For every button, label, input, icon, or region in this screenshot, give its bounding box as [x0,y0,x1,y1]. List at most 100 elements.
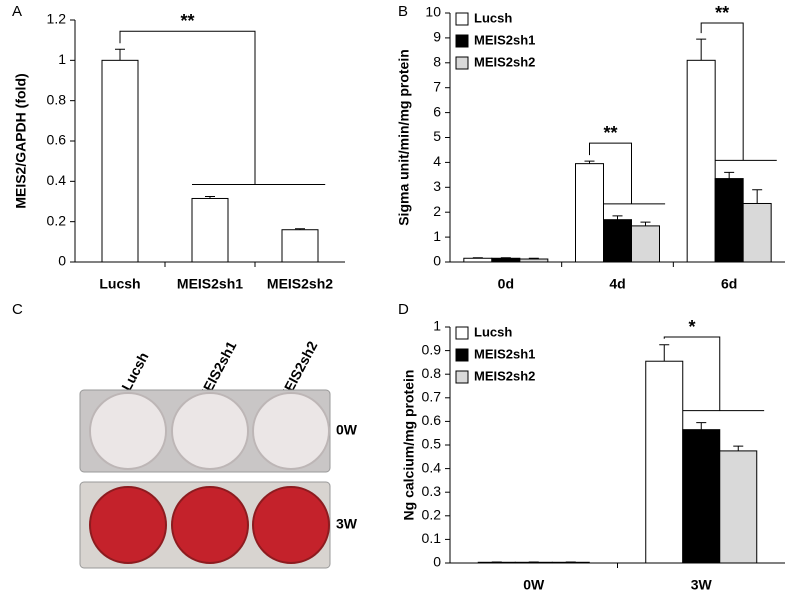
y-tick-label: 7 [433,78,441,94]
y-tick-label: 8 [433,54,441,70]
x-tick-label: 6d [721,276,737,292]
x-tick-label: MEIS2sh1 [177,276,243,292]
legend-label: MEIS2sh1 [474,346,535,361]
x-tick-label: Lucsh [99,276,140,292]
y-axis-label: MEIS2/GAPDH (fold) [13,73,29,208]
y-tick-label: 0 [433,554,441,570]
row-label: 0W [336,422,358,438]
legend-swatch [455,348,469,362]
error-bar [640,221,651,226]
bar [463,257,493,263]
y-tick-label: 0.3 [422,483,442,499]
y-tick-label: 0.1 [422,530,442,546]
error-bar [696,38,707,61]
bar [519,258,549,263]
y-tick-label: 10 [425,4,441,20]
bar [631,225,660,263]
legend-label: MEIS2sh2 [474,368,535,383]
y-tick-label: 0.7 [422,389,442,405]
y-tick-label: 3 [433,178,441,194]
bar [719,450,758,564]
x-tick-label: 4d [609,276,625,292]
legend-swatch [455,34,469,48]
bar [101,59,139,263]
y-tick-label: 0.6 [47,132,67,148]
legend-label: Lucsh [474,10,512,25]
y-tick-label: 0 [58,253,66,269]
significance-bracket [700,22,744,161]
y-tick-label: 0.2 [47,212,67,228]
row-label: 3W [336,516,358,532]
error-bar [724,171,735,179]
error-bar [295,228,305,230]
panel-label: D [398,301,409,318]
y-tick-label: 0 [433,253,441,269]
error-bar [733,445,744,451]
y-tick-label: 1 [433,228,441,244]
x-tick-label: 0W [523,577,545,593]
y-tick-label: 5 [433,128,441,144]
y-tick-label: 0.4 [47,172,67,188]
y-tick-label: 0.8 [422,365,442,381]
error-bar [659,344,670,362]
bar [281,229,319,263]
well [89,486,167,564]
y-tick-label: 0.5 [422,436,442,452]
y-tick-label: 0.4 [422,459,442,475]
y-tick-label: 1.2 [47,11,67,27]
legend-swatch [455,12,469,26]
significance-label: * [688,317,695,337]
significance-bracket [119,30,256,185]
bar [191,197,229,263]
legend-swatch [455,56,469,70]
y-tick-label: 4 [433,153,441,169]
y-axis-label: Sigma unit/min/mg protein [396,49,412,226]
y-axis-label: Ng calcium/mg protein [401,370,417,521]
bar [491,257,521,263]
y-tick-label: 0.2 [422,507,442,523]
significance-bracket [589,142,632,204]
y-tick-label: 9 [433,29,441,45]
bar [603,219,632,263]
well [252,392,330,470]
y-tick-label: 6 [433,103,441,119]
error-bar [584,160,595,164]
bar [645,360,684,564]
x-tick-label: MEIS2sh2 [267,276,333,292]
panel-label: C [12,301,23,318]
well [171,392,249,470]
y-tick-label: 2 [433,203,441,219]
y-tick-label: 1 [58,51,66,67]
error-bar [696,422,707,430]
panel-label: A [12,3,22,20]
legend-label: MEIS2sh1 [474,32,535,47]
bar [686,59,716,263]
y-tick-label: 0.8 [47,91,67,107]
error-bar [752,189,763,204]
legend-swatch [455,370,469,384]
x-tick-label: 0d [498,276,514,292]
y-tick-label: 1 [433,318,441,334]
significance-label: ** [180,11,194,31]
y-tick-label: 0.6 [422,412,442,428]
bar [575,163,604,263]
panel-label: B [398,3,408,20]
significance-label: ** [715,3,729,23]
bar [742,202,772,263]
error-bar [115,48,125,61]
well [171,486,249,564]
well [89,392,167,470]
legend-swatch [455,326,469,340]
bar [714,178,744,263]
column-label: Lucsh [118,349,151,393]
error-bar [205,195,215,199]
bar [682,429,721,564]
x-tick-label: 3W [691,577,713,593]
legend-label: Lucsh [474,324,512,339]
significance-bracket [663,336,721,411]
error-bar [528,257,539,260]
significance-label: ** [603,123,617,143]
error-bar [612,215,623,220]
well [252,486,330,564]
